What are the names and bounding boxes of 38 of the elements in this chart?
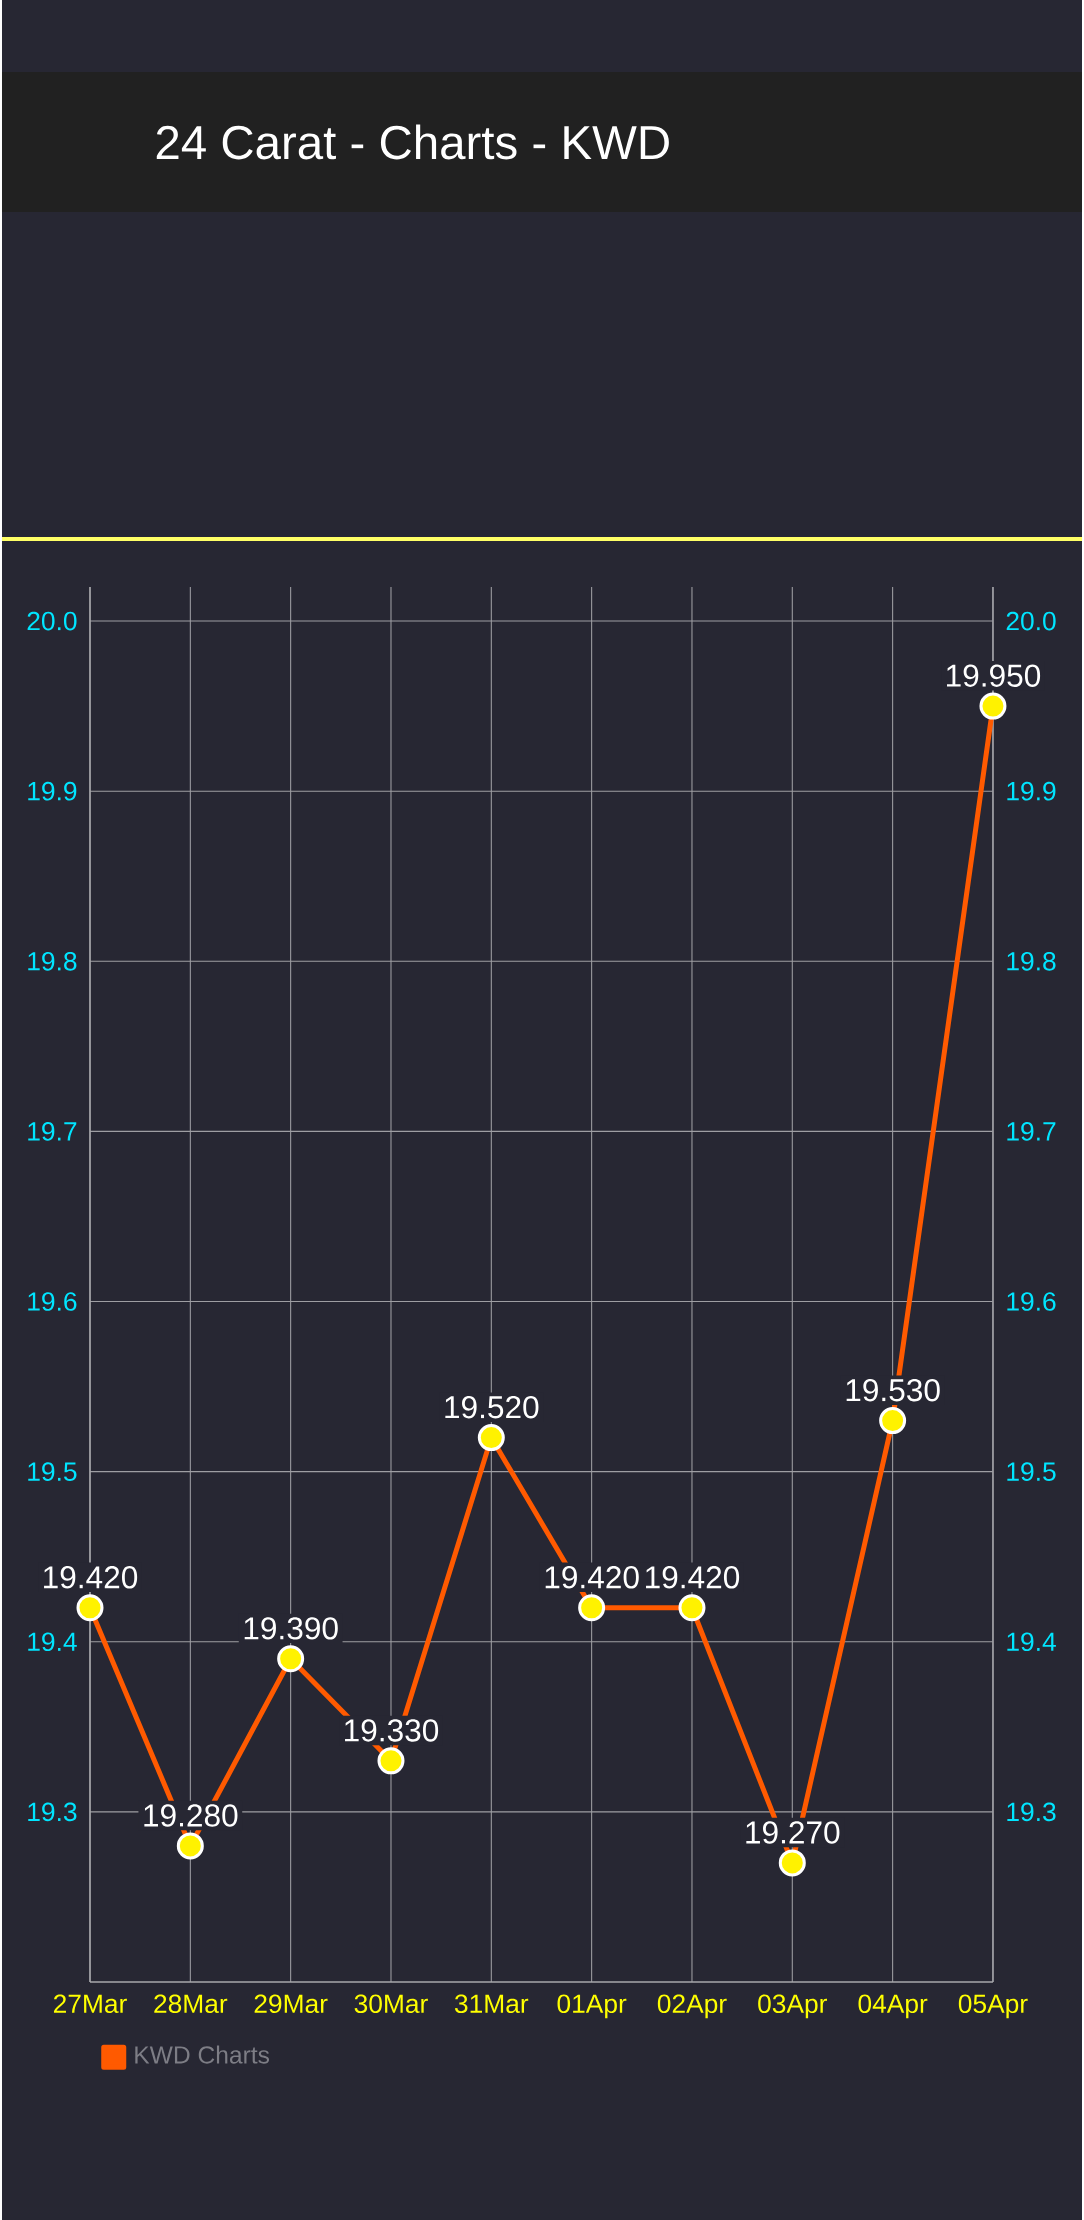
data-label: 19.270: [746, 1821, 840, 1844]
y-tick-label: 19.9: [28, 781, 77, 801]
y2-tick-label: 19.7: [1007, 1122, 1056, 1141]
y-tick-label: 19.4: [28, 1632, 77, 1652]
x-tick-label: 28Mar: [154, 1994, 228, 2014]
x-tick-label: 27Mar: [53, 1994, 127, 2014]
x-tick-label: 04Apr: [858, 1994, 928, 2019]
x-tick-label: 30Mar: [354, 1994, 428, 2014]
y-tick-label: 19.3: [28, 1802, 77, 1822]
y-tick-label: 19.5: [28, 1462, 77, 1481]
data-label: 19.950: [947, 664, 1041, 687]
y2-tick-label: 19.6: [1007, 1292, 1056, 1311]
x-tick-label: 01Apr: [557, 1994, 627, 2019]
data-label: 19.530: [846, 1378, 940, 1402]
y2-tick-label: 20.0: [1006, 611, 1056, 631]
data-label: 19.390: [244, 1617, 338, 1640]
y2-tick-label: 19.8: [1007, 951, 1056, 971]
y-tick-label: 19.8: [28, 951, 77, 971]
x-tick-label: 05Apr: [958, 1994, 1028, 2019]
y2-tick-label: 19.5: [1007, 1462, 1056, 1481]
x-tick-label: 31Mar: [454, 1994, 529, 2014]
chart-title: 24 Carat - Charts - KWD: [156, 124, 669, 160]
data-label: 19.420: [545, 1566, 639, 1589]
y2-tick-label: 19.9: [1007, 781, 1056, 801]
y2-tick-label: 19.3: [1007, 1802, 1056, 1822]
data-label: 19.330: [345, 1719, 439, 1742]
data-label: 19.280: [144, 1804, 238, 1827]
y-tick-label: 19.6: [28, 1292, 77, 1311]
data-label: 19.420: [646, 1566, 740, 1589]
x-tick-label: 03Apr: [758, 1994, 827, 2019]
y-tick-label: 19.7: [28, 1122, 77, 1141]
y2-tick-label: 19.4: [1007, 1632, 1056, 1652]
data-label: 19.520: [445, 1395, 539, 1419]
x-tick-label: 02Apr: [657, 1994, 727, 2019]
data-label: 19.420: [44, 1566, 138, 1589]
x-tick-label: 29Mar: [254, 1994, 328, 2014]
legend-label: KWD Charts: [135, 2045, 270, 2064]
y-tick-label: 20.0: [27, 611, 77, 631]
